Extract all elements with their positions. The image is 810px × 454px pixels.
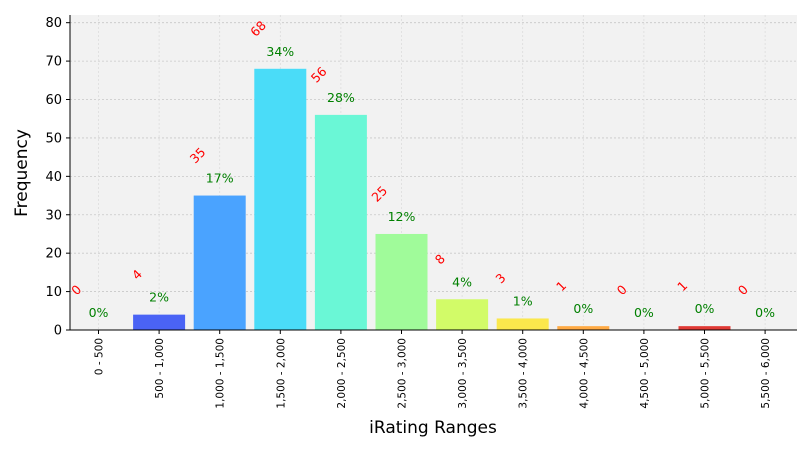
y-ticks-group: 0 10 20 30 40 50 60 70 80 xyxy=(45,16,70,339)
x-tick-label: 5,000 - 5,500 xyxy=(700,338,712,409)
bar xyxy=(678,326,731,330)
y-tick-label: 70 xyxy=(45,55,62,70)
y-tick-label: 60 xyxy=(45,93,62,108)
x-ticks-group: 0 - 500 500 - 1,000 1,000 - 1,500 1,500 - 2… xyxy=(94,330,772,409)
bar xyxy=(557,326,610,330)
bar xyxy=(496,318,549,330)
percent-label: 28% xyxy=(327,90,355,105)
percent-label: 0% xyxy=(634,305,654,320)
bar xyxy=(375,233,428,330)
y-tick-label: 20 xyxy=(45,247,62,262)
x-tick-label: 2,500 - 3,000 xyxy=(397,338,409,409)
y-tick-label: 50 xyxy=(45,131,62,146)
x-axis-label: iRating Ranges xyxy=(369,418,497,438)
x-tick-label: 0 - 500 xyxy=(94,338,106,375)
bars-group xyxy=(133,68,731,330)
x-tick-label: 5,500 - 6,000 xyxy=(760,338,772,409)
bar xyxy=(436,299,489,330)
x-tick-label: 1,500 - 2,000 xyxy=(275,338,287,409)
bar xyxy=(314,114,367,330)
percent-label: 1% xyxy=(513,293,533,308)
y-tick-label: 40 xyxy=(45,170,62,185)
x-tick-label: 1,000 - 1,500 xyxy=(215,338,227,409)
bar xyxy=(193,195,246,330)
y-tick-label: 80 xyxy=(45,16,62,31)
x-tick-label: 3,000 - 3,500 xyxy=(457,338,469,409)
grid-lines xyxy=(70,15,797,330)
percent-label: 34% xyxy=(266,44,294,59)
percent-label: 12% xyxy=(388,209,416,224)
bar xyxy=(133,314,186,330)
bar xyxy=(254,68,307,330)
y-axis-label: Frequency xyxy=(12,129,32,217)
y-tick-label: 10 xyxy=(45,285,62,300)
percent-label: 4% xyxy=(452,274,472,289)
y-tick-label: 0 xyxy=(54,324,62,339)
x-tick-label: 2,000 - 2,500 xyxy=(336,338,348,409)
y-tick-label: 30 xyxy=(45,208,62,223)
percent-label: 17% xyxy=(206,171,234,186)
x-tick-label: 3,500 - 4,000 xyxy=(518,338,530,409)
percent-label: 2% xyxy=(149,290,169,305)
percent-label: 0% xyxy=(755,305,775,320)
x-tick-label: 4,500 - 5,000 xyxy=(639,338,651,409)
plot-area xyxy=(70,15,797,330)
x-tick-label: 4,000 - 4,500 xyxy=(578,338,590,409)
percent-label: 0% xyxy=(89,305,109,320)
percent-label: 0% xyxy=(573,301,593,316)
percent-label: 0% xyxy=(695,301,715,316)
x-tick-label: 500 - 1,000 xyxy=(154,338,166,399)
